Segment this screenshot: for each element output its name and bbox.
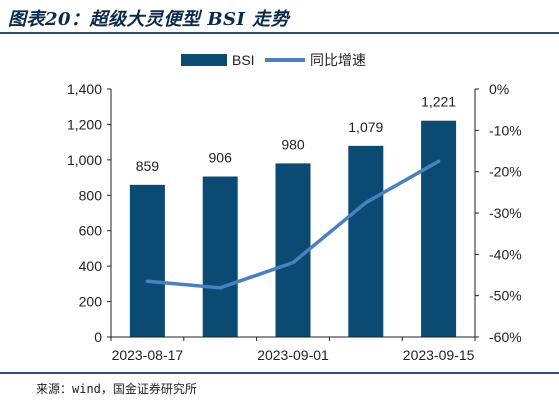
right-tick-label: -20%: [489, 164, 522, 180]
right-tick-label: 0%: [489, 81, 509, 97]
right-tick-label: -30%: [489, 205, 522, 221]
data-label-bsi: 859: [136, 158, 160, 174]
right-tick-label: -60%: [489, 329, 522, 345]
data-label-bsi: 1,079: [348, 119, 383, 135]
bar-bsi: [421, 120, 457, 337]
left-tick-label: 1,000: [67, 152, 102, 168]
bar-bsi: [275, 163, 311, 337]
left-tick-label: 200: [79, 294, 103, 310]
right-tick-label: -10%: [489, 122, 522, 138]
x-tick-label: 2023-08-17: [112, 347, 184, 363]
left-tick-label: 600: [79, 223, 103, 239]
line-yoy-growth: [145, 159, 441, 290]
data-label-bsi: 1,221: [421, 94, 456, 110]
bar-bsi: [202, 176, 238, 337]
left-tick-label: 1,200: [67, 116, 102, 132]
left-tick-label: 1,400: [67, 81, 102, 97]
x-tick-label: 2023-09-01: [257, 347, 329, 363]
footer-rule: [0, 372, 559, 374]
bar-bsi: [348, 145, 384, 337]
left-tick-label: 400: [79, 258, 103, 274]
legend-bsi-swatch: [181, 54, 227, 66]
chart-container: BSI 同比增速 859 906 980 1,079 1,221 0 200 400 600 800 1…: [0, 36, 559, 370]
data-label-bsi: 980: [281, 136, 305, 152]
right-tick-label: -50%: [489, 288, 522, 304]
left-tick-label: 0: [94, 329, 102, 345]
title-bar: 图表20：超级大灵便型 BSI 走势: [0, 0, 559, 34]
legend-bsi-label: BSI: [232, 52, 255, 68]
left-tick-label: 800: [79, 187, 103, 203]
source-note: 来源：wind，国金证券研究所: [36, 382, 197, 396]
right-tick-label: -40%: [489, 246, 522, 262]
bar-bsi: [129, 184, 165, 337]
x-tick-label: 2023-09-15: [403, 347, 475, 363]
page-title: 图表20：超级大灵便型 BSI 走势: [8, 9, 290, 30]
bsi-combo-chart: BSI 同比增速 859 906 980 1,079 1,221 0 200 400 600 800 1…: [67, 52, 522, 363]
legend-growth-label: 同比增速: [310, 52, 366, 68]
data-label-bsi: 906: [209, 150, 233, 166]
